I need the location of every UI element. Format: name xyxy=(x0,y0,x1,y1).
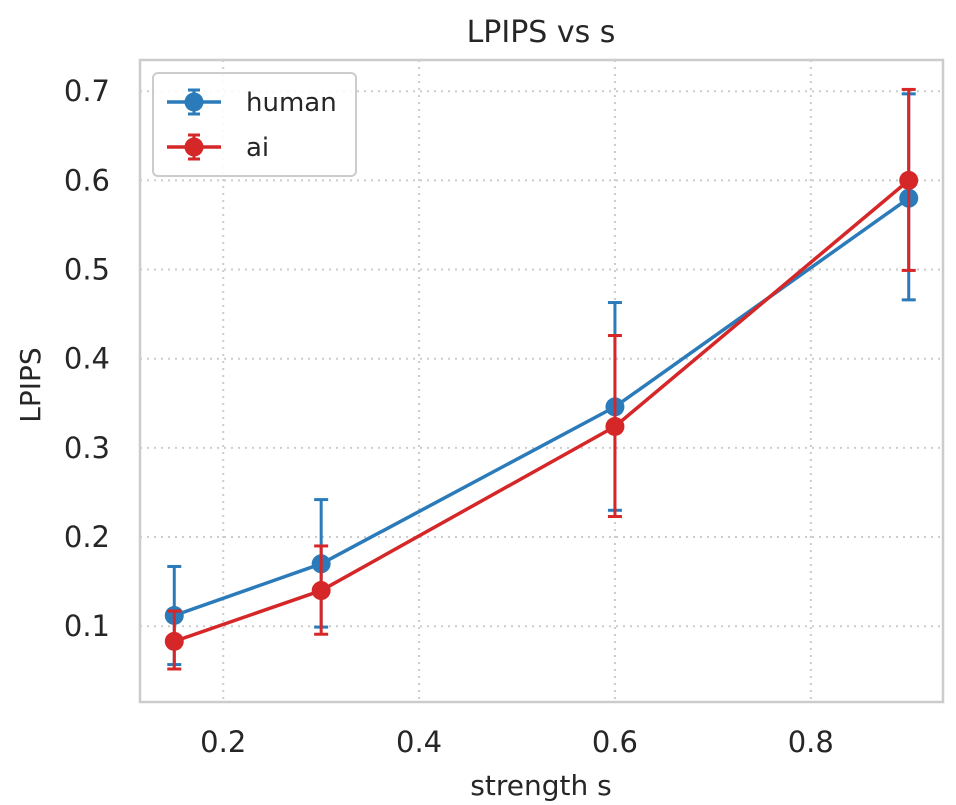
y-tick-label: 0.6 xyxy=(64,163,110,197)
y-tick-label: 0.2 xyxy=(64,520,110,554)
y-tick-label: 0.3 xyxy=(64,431,110,465)
legend-entry-ai: ai xyxy=(167,133,269,163)
legend-marker-ai xyxy=(184,137,204,157)
series-line-ai xyxy=(173,179,910,644)
legend-marker-human xyxy=(184,92,204,112)
data-point-ai xyxy=(899,170,919,190)
data-point-ai xyxy=(164,631,184,651)
data-point-ai xyxy=(605,416,625,436)
series-layer xyxy=(164,87,919,671)
y-axis-label: LPIPS xyxy=(14,347,47,422)
x-axis-label: strength s xyxy=(470,769,611,802)
y-tick-label: 0.5 xyxy=(64,253,110,287)
x-tick-label: 0.2 xyxy=(200,725,246,759)
tick-labels: 0.2 0.4 0.6 0.8 0.1 0.2 0.3 0.4 0.5 0.6 0.7 xyxy=(64,74,834,759)
legend-entry-human: human xyxy=(167,88,337,118)
legend: human ai xyxy=(152,72,357,177)
x-tick-label: 0.6 xyxy=(592,725,638,759)
legend-label-ai: ai xyxy=(246,133,269,163)
legend-box xyxy=(152,72,357,177)
series-ai xyxy=(164,87,919,671)
data-point-ai xyxy=(311,581,331,601)
plot-area-frame xyxy=(138,58,945,704)
x-tick-label: 0.4 xyxy=(396,725,442,759)
y-tick-label: 0.1 xyxy=(64,609,110,643)
chart-title: LPIPS vs s xyxy=(467,15,616,50)
legend-label-human: human xyxy=(246,88,337,118)
x-tick-label: 0.8 xyxy=(788,725,834,759)
y-tick-label: 0.4 xyxy=(64,342,110,376)
y-tick-label: 0.7 xyxy=(64,74,110,108)
